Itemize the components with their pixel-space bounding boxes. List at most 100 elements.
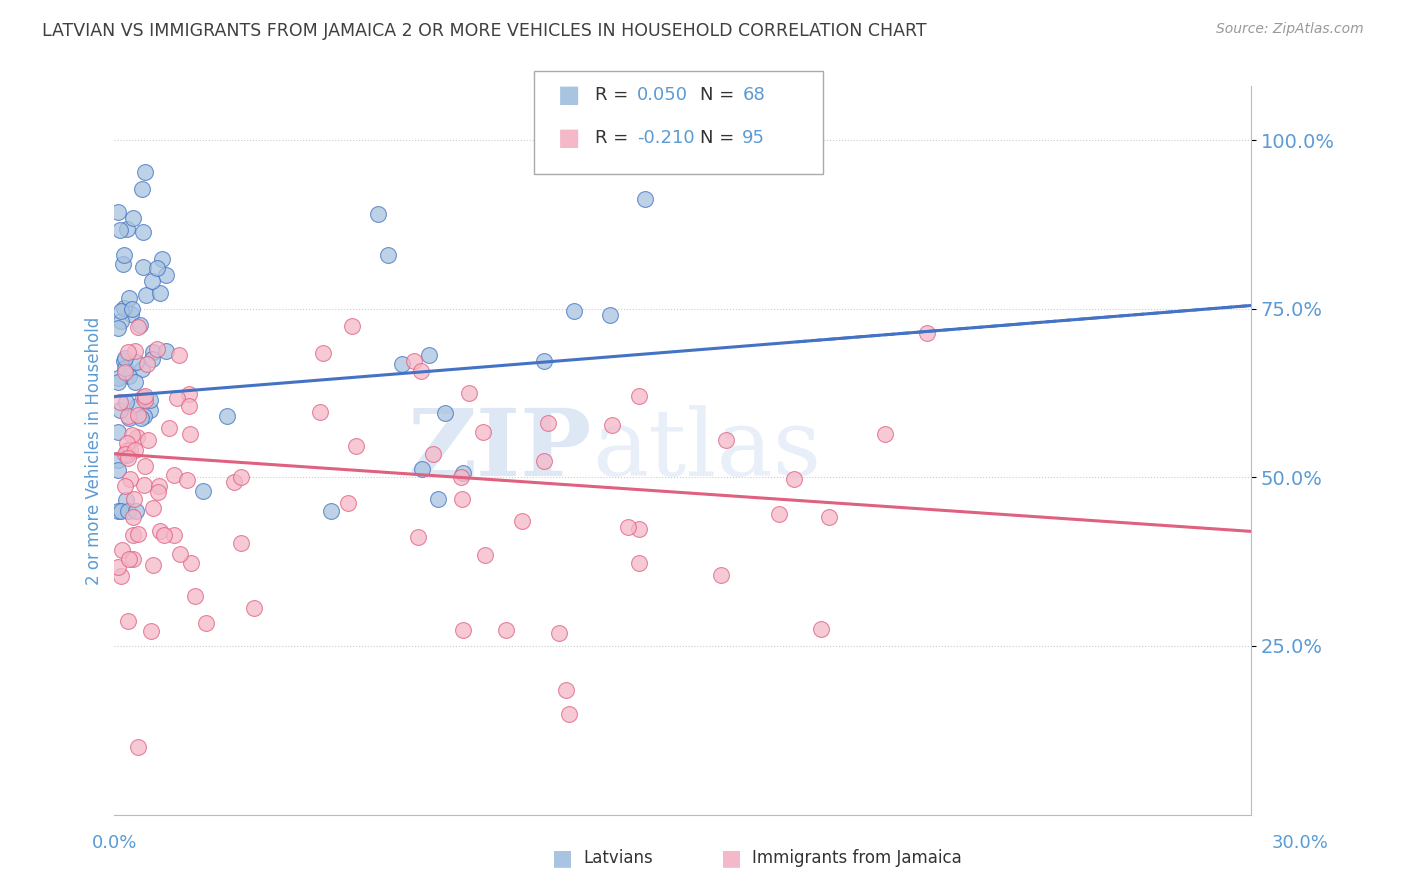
Point [783, 472, 806, 486]
Point [450, 469, 472, 483]
Point [124, 375, 146, 389]
Point [146, 484, 169, 499]
Point [122, 509, 145, 524]
Point [134, 389, 156, 403]
Point [451, 466, 474, 480]
Point [121, 301, 143, 316]
Text: ■: ■ [558, 127, 581, 150]
Point [117, 345, 139, 359]
Point [134, 459, 156, 474]
Point [183, 589, 205, 603]
Point [120, 442, 142, 457]
Text: atlas: atlas [592, 406, 821, 495]
Point [148, 479, 170, 493]
Point [139, 624, 162, 638]
Point [114, 360, 136, 375]
Text: N =: N = [700, 87, 740, 104]
Point [152, 528, 174, 542]
Point [132, 390, 155, 404]
Point [627, 557, 650, 571]
Point [180, 556, 202, 570]
Point [146, 261, 169, 276]
Point [111, 257, 134, 271]
Point [117, 504, 139, 518]
Point [136, 433, 159, 447]
Text: 30.0%: 30.0% [1272, 834, 1329, 852]
Text: R =: R = [595, 87, 634, 104]
Text: ■: ■ [721, 848, 741, 868]
Point [768, 507, 790, 521]
Point [155, 268, 177, 282]
Point [710, 567, 733, 582]
Point [107, 463, 129, 477]
Point [157, 421, 180, 435]
Point [132, 478, 155, 492]
Point [115, 493, 138, 508]
Point [714, 433, 737, 447]
Point [114, 351, 136, 365]
Point [634, 192, 657, 206]
Point [166, 392, 188, 406]
Point [117, 411, 139, 425]
Point [149, 285, 172, 300]
Text: Latvians: Latvians [583, 849, 654, 867]
Point [193, 484, 215, 499]
Point [118, 291, 141, 305]
Point [149, 524, 172, 538]
Point [108, 222, 131, 236]
Point [474, 549, 496, 563]
Point [110, 304, 132, 318]
Point [134, 165, 156, 179]
Point [177, 386, 200, 401]
Point [114, 447, 136, 461]
Point [142, 558, 165, 573]
Point [107, 371, 129, 385]
Point [117, 368, 139, 383]
Point [141, 274, 163, 288]
Point [434, 406, 457, 420]
Text: Immigrants from Jamaica: Immigrants from Jamaica [752, 849, 962, 867]
Point [155, 343, 177, 358]
Point [110, 402, 132, 417]
Point [107, 375, 129, 389]
Point [215, 409, 238, 423]
Point [915, 326, 938, 341]
Point [107, 321, 129, 335]
Point [426, 491, 449, 506]
Point [141, 352, 163, 367]
Point [599, 308, 621, 322]
Point [121, 211, 143, 225]
Point [177, 399, 200, 413]
Point [146, 342, 169, 356]
Point [127, 408, 149, 422]
Point [129, 410, 152, 425]
Point [124, 443, 146, 458]
Point [222, 475, 245, 489]
Point [136, 357, 159, 371]
Text: 0.0%: 0.0% [91, 834, 136, 852]
Y-axis label: 2 or more Vehicles in Household: 2 or more Vehicles in Household [86, 317, 103, 584]
Point [142, 500, 165, 515]
Point [344, 439, 367, 453]
Point [558, 706, 581, 721]
Text: ■: ■ [553, 848, 572, 868]
Point [127, 527, 149, 541]
Point [131, 181, 153, 195]
Point [107, 425, 129, 440]
Point [548, 626, 571, 640]
Point [110, 314, 132, 328]
Point [340, 318, 363, 333]
Point [495, 623, 517, 637]
Point [127, 320, 149, 334]
Point [309, 405, 332, 419]
Point [132, 260, 155, 274]
Point [121, 428, 143, 442]
Point [117, 614, 139, 628]
Point [319, 504, 342, 518]
Point [150, 252, 173, 266]
Point [163, 528, 186, 542]
Text: 68: 68 [742, 87, 765, 104]
Point [132, 226, 155, 240]
Point [179, 426, 201, 441]
Point [114, 479, 136, 493]
